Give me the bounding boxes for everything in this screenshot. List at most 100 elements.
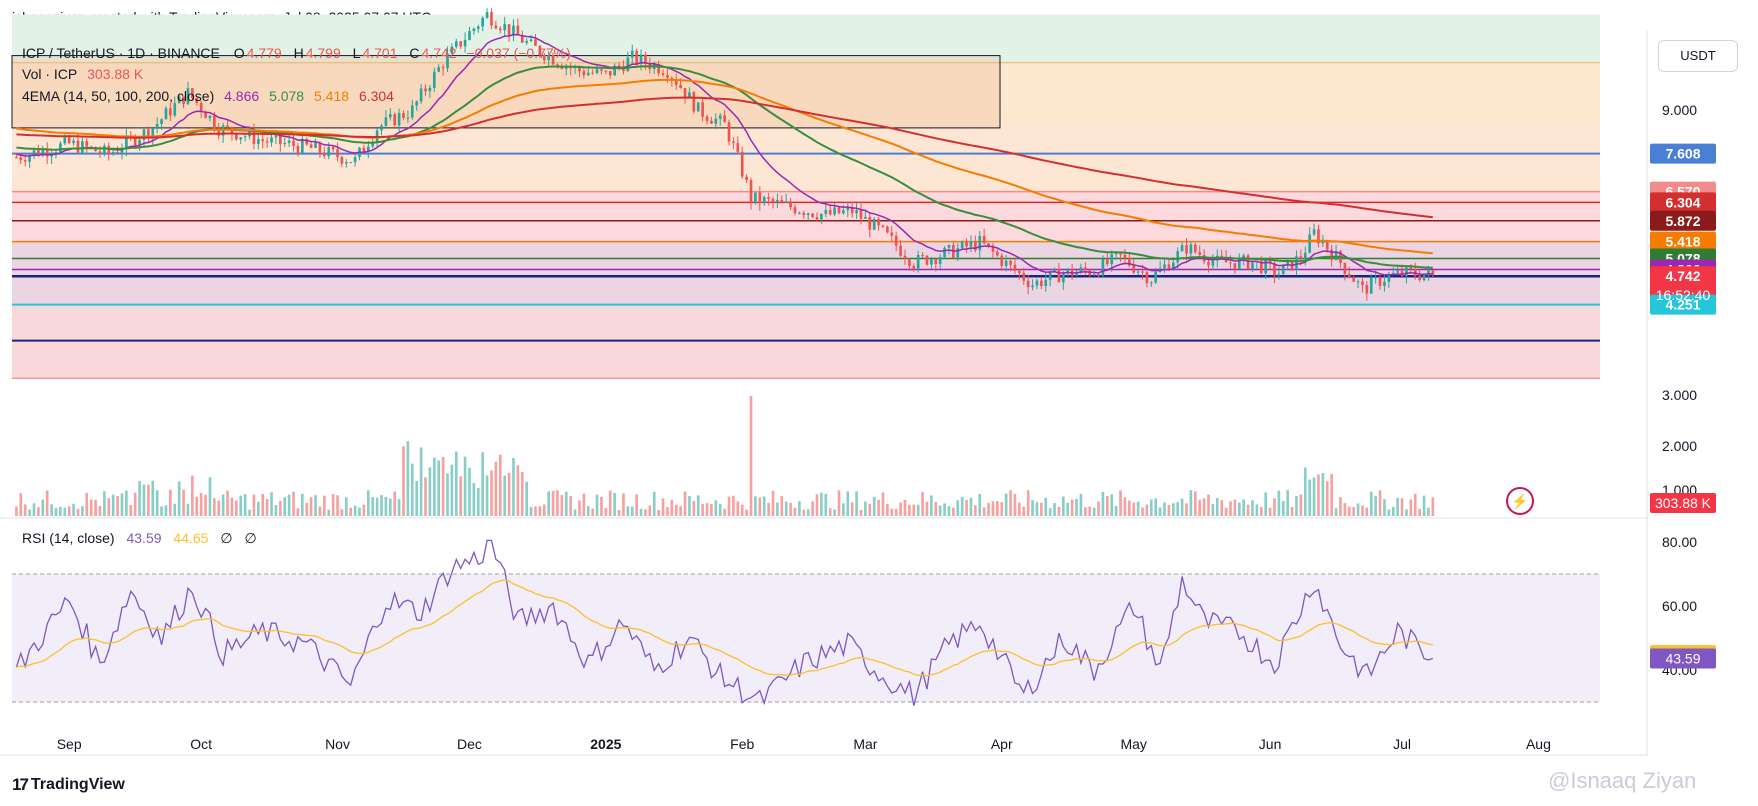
candle-body <box>41 149 45 156</box>
candle-body <box>564 66 568 69</box>
candle-body <box>1233 263 1237 270</box>
candle-body <box>1000 255 1004 266</box>
candle-body <box>696 102 700 112</box>
candle-body <box>727 122 731 142</box>
volume-bar <box>1084 507 1087 516</box>
volume-bar <box>710 503 713 516</box>
candle-body <box>380 125 383 131</box>
volume-bar <box>37 507 40 516</box>
volume-bar <box>1167 504 1171 516</box>
candle-body <box>776 200 779 203</box>
candle-body <box>551 55 555 65</box>
volume-bar <box>1031 500 1034 516</box>
low-label: L <box>352 45 361 61</box>
volume-bar <box>94 499 97 516</box>
volume-bar <box>454 451 458 516</box>
volume-bar <box>1070 499 1074 516</box>
candle-body <box>1400 270 1404 276</box>
volume-bar <box>265 499 269 516</box>
candle-body <box>384 117 388 126</box>
watermark: @Isnaaq Ziyan <box>1548 768 1697 793</box>
candles <box>15 8 1435 301</box>
volume-bar <box>195 496 199 516</box>
volume-bar <box>776 502 779 516</box>
volume-bar <box>780 496 784 516</box>
volume-bar <box>894 508 898 516</box>
volume-bar <box>688 495 691 516</box>
volume-bar <box>23 504 27 516</box>
candle-body <box>397 113 401 126</box>
candle-body <box>164 108 168 120</box>
candle-body <box>353 157 357 163</box>
candle-body <box>1431 270 1435 275</box>
volume-bar <box>613 492 616 516</box>
rsi-legend[interactable]: RSI (14, close) 43.59 44.65 ∅ ∅ <box>22 530 259 547</box>
volume-bar <box>1361 505 1364 516</box>
price-label-box-2 <box>1650 192 1716 213</box>
candle-body <box>76 140 80 153</box>
volume-bar <box>604 507 608 516</box>
volume-bar <box>301 493 304 516</box>
candle-body <box>111 151 115 154</box>
volume-bar <box>1409 499 1413 516</box>
candle-body <box>1163 264 1166 269</box>
candle-body <box>213 115 216 129</box>
candle-body <box>525 41 528 43</box>
candle-body <box>1154 272 1158 283</box>
volume-bar <box>1189 490 1193 516</box>
volume-bar <box>19 493 23 516</box>
countdown-label: 16:52:40 <box>1656 287 1711 303</box>
candle-body <box>261 139 265 142</box>
candle-body <box>1075 272 1078 276</box>
currency-unit-button[interactable]: USDT <box>1658 40 1738 72</box>
volume-bar <box>164 505 168 516</box>
volume-bar <box>1106 495 1109 516</box>
volume-bar <box>1378 490 1382 516</box>
lightning-icon[interactable]: ⚡ <box>1506 487 1534 515</box>
volume-legend[interactable]: Vol · ICP 303.88 K <box>22 66 145 82</box>
volume-bar <box>1246 504 1250 516</box>
volume-bar <box>934 501 938 516</box>
candle-body <box>402 113 405 118</box>
candle-body <box>463 39 467 47</box>
volume-bar <box>767 502 770 516</box>
ema100-value: 5.418 <box>314 88 350 104</box>
volume-bar <box>859 509 863 516</box>
candle-body <box>780 200 784 202</box>
volume-bar <box>899 502 902 516</box>
candle-body <box>318 142 322 153</box>
volume-bar <box>512 458 515 516</box>
symbol-title: ICP / TetherUS · 1D · BINANCE <box>22 45 220 61</box>
candle-body <box>305 138 309 145</box>
volume-bar <box>718 504 722 516</box>
candle-body <box>1391 272 1395 274</box>
candle-body <box>635 50 638 64</box>
symbol-legend[interactable]: ICP / TetherUS · 1D · BINANCE O 4.779 H 4.… <box>22 45 573 61</box>
volume-bar <box>1185 503 1188 516</box>
volume-bar <box>622 493 625 516</box>
candle-body <box>147 129 150 139</box>
candle-body <box>393 114 397 126</box>
ema-legend[interactable]: 4EMA (14, 50, 100, 200, close) 4.866 5.0… <box>22 88 396 104</box>
volume-bar <box>1369 491 1373 516</box>
price-label: 6.304 <box>1665 194 1700 210</box>
candle-body <box>1040 280 1043 287</box>
volume-bar <box>28 509 31 516</box>
volume-bar <box>877 499 880 516</box>
candle-body <box>1387 273 1391 282</box>
candle-body <box>155 123 159 129</box>
volume-bar <box>50 504 53 516</box>
candle-body <box>1167 264 1171 270</box>
candle-body <box>644 54 647 64</box>
volume-bar <box>1154 498 1158 516</box>
volume-bar <box>160 506 163 516</box>
volume-bar <box>600 496 603 516</box>
candle-body <box>1356 281 1360 283</box>
volume-bar <box>956 500 960 516</box>
volume-bar <box>169 489 172 516</box>
candle-body <box>67 137 71 144</box>
candle-body <box>692 92 696 112</box>
time-axis-tick: Apr <box>991 736 1013 752</box>
candle-body <box>639 54 643 64</box>
